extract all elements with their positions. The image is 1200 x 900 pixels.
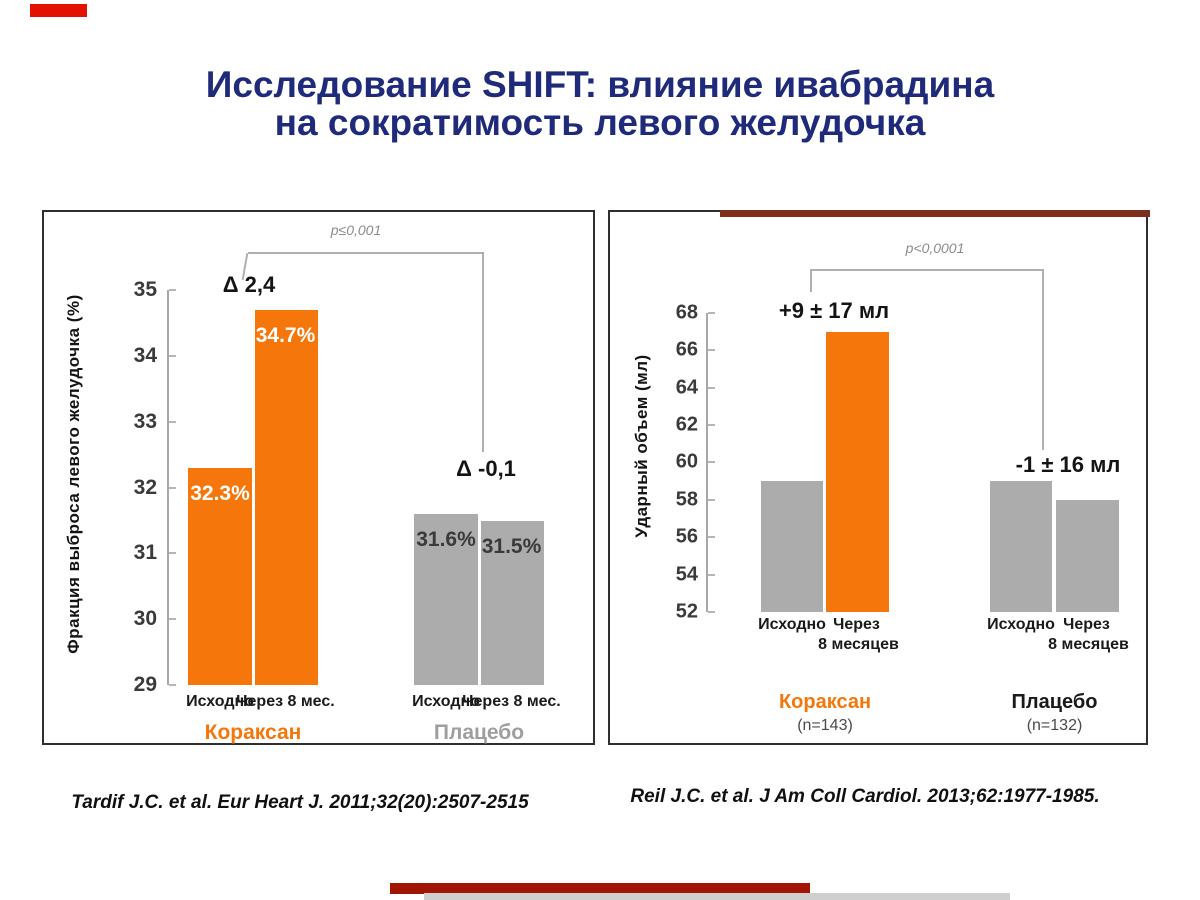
bar-value-label: 34.7% <box>255 323 316 347</box>
lvef-chart-panel: p≤0,001 Δ 2,4 Δ -0,1 Фракция выброса лев… <box>42 210 595 745</box>
y-axis-line <box>167 290 169 685</box>
y-tick-label: 64 <box>675 376 698 399</box>
lvef-significance-bracket <box>248 252 484 254</box>
y-tick-mark <box>708 311 715 314</box>
x-tick-label: 8 месяцев <box>1048 636 1129 653</box>
y-tick-label: 68 <box>675 301 698 324</box>
x-tick-label: Через 8 мес. <box>462 693 561 710</box>
bar-Через <box>824 331 889 612</box>
y-tick-label: 34 <box>133 344 157 367</box>
y-axis-line <box>706 312 708 612</box>
y-tick-label: 35 <box>133 278 157 302</box>
group-label-placebo: Плацебо <box>1011 691 1098 713</box>
y-tick-label: 58 <box>675 488 698 511</box>
y-tick-label: 33 <box>133 409 157 433</box>
bar-value-label: 31.6% <box>416 527 476 551</box>
x-tick-label: 8 месяцев <box>818 636 899 653</box>
y-tick-mark <box>708 424 715 426</box>
sv-bracket-left-leg <box>810 269 812 292</box>
y-tick-label: 31 <box>133 541 157 565</box>
y-tick-mark <box>169 486 176 489</box>
y-tick-label: 56 <box>675 525 698 548</box>
citation-reil: Reil J.C. et al. J Am Coll Cardiol. 2013… <box>630 786 1100 807</box>
y-tick-mark <box>169 420 176 423</box>
y-tick-mark <box>169 684 176 686</box>
x-tick-label: Исходно <box>987 616 1055 633</box>
x-tick-label: Исходно <box>758 616 826 633</box>
y-tick-mark <box>169 289 176 292</box>
x-tick-label: Через 8 мес. <box>236 693 335 710</box>
bar-Исходно <box>414 513 478 685</box>
bar-value-label: 32.3% <box>190 481 250 505</box>
y-tick-mark <box>708 611 715 613</box>
y-tick-mark <box>708 573 715 576</box>
y-tick-mark <box>708 536 715 539</box>
x-tick-label: Через <box>1063 616 1110 633</box>
bar-Через 8 мес. <box>253 309 318 685</box>
group-label-placebo: Плацебо <box>433 721 525 744</box>
lvef-delta-koraksan: Δ 2,4 <box>222 272 276 297</box>
y-tick-mark <box>708 386 715 389</box>
y-tick-mark <box>169 618 176 621</box>
sv-p-value-label: p<0,0001 <box>905 240 965 256</box>
sv-bracket-right-leg <box>1042 269 1044 450</box>
y-tick-label: 29 <box>133 673 157 696</box>
group-n-label: (n=132) <box>1026 717 1083 734</box>
bar-Исходно <box>761 481 823 612</box>
x-tick-label: Через <box>833 616 880 633</box>
group-label-koraksan: Кораксан <box>778 691 872 713</box>
y-tick-mark <box>708 498 715 501</box>
y-tick-label: 60 <box>675 450 698 473</box>
bar-Исходно <box>990 481 1052 612</box>
lvef-bracket-right-leg <box>482 252 484 452</box>
top-left-red-bar <box>30 4 87 17</box>
y-tick-mark <box>708 349 715 352</box>
x-tick-label: Исходно <box>412 693 480 710</box>
bar-Через <box>1054 499 1119 612</box>
bar-Исходно <box>188 467 252 685</box>
y-tick-label: 54 <box>675 563 698 586</box>
group-n-label: (n=143) <box>797 717 853 734</box>
lvef-p-value-label: p≤0,001 <box>330 222 382 238</box>
bar-value-label: 31.5% <box>481 534 542 558</box>
group-label-koraksan: Кораксан <box>204 721 302 744</box>
citation-tardif: Tardif J.C. et al. Eur Heart J. 2011;32(… <box>71 792 529 813</box>
sv-change-koraksan: +9 ± 17 мл <box>778 298 890 323</box>
bottom-gray-bar <box>424 893 1010 900</box>
y-tick-label: 62 <box>675 413 698 436</box>
lvef-plot-area: 35 34 33 32 31 30 29 32.3% Исходно 34.7% Через 8 м… <box>44 212 593 744</box>
sv-plot-area: 68 66 64 62 60 58 56 54 52 Исходно Через 8 месяцев К… <box>610 212 1146 743</box>
bottom-red-bar <box>390 883 810 894</box>
x-tick-label: Исходно <box>186 693 254 710</box>
bar-Через 8 мес. <box>479 520 544 685</box>
y-tick-mark <box>708 461 715 464</box>
slide-title: Исследование SHIFT: влияние ивабрадина н… <box>0 66 1200 142</box>
y-tick-label: 52 <box>675 600 698 623</box>
y-tick-label: 30 <box>133 607 157 631</box>
slide-title-line1: Исследование SHIFT: влияние ивабрадина <box>205 64 995 105</box>
sv-change-placebo: -1 ± 16 мл <box>1015 452 1121 477</box>
y-tick-mark <box>169 355 176 357</box>
sv-significance-bracket <box>810 269 1044 271</box>
sv-panel-top-accent-bar <box>720 210 1150 217</box>
lvef-delta-placebo: Δ -0,1 <box>456 456 516 481</box>
y-tick-label: 66 <box>675 338 698 361</box>
y-tick-mark <box>169 552 176 555</box>
sv-chart-panel: p<0,0001 +9 ± 17 мл -1 ± 16 мл Ударный о… <box>608 210 1150 745</box>
y-tick-label: 32 <box>133 475 157 499</box>
slide-title-line2: на сократимость левого желудочка <box>274 102 926 143</box>
